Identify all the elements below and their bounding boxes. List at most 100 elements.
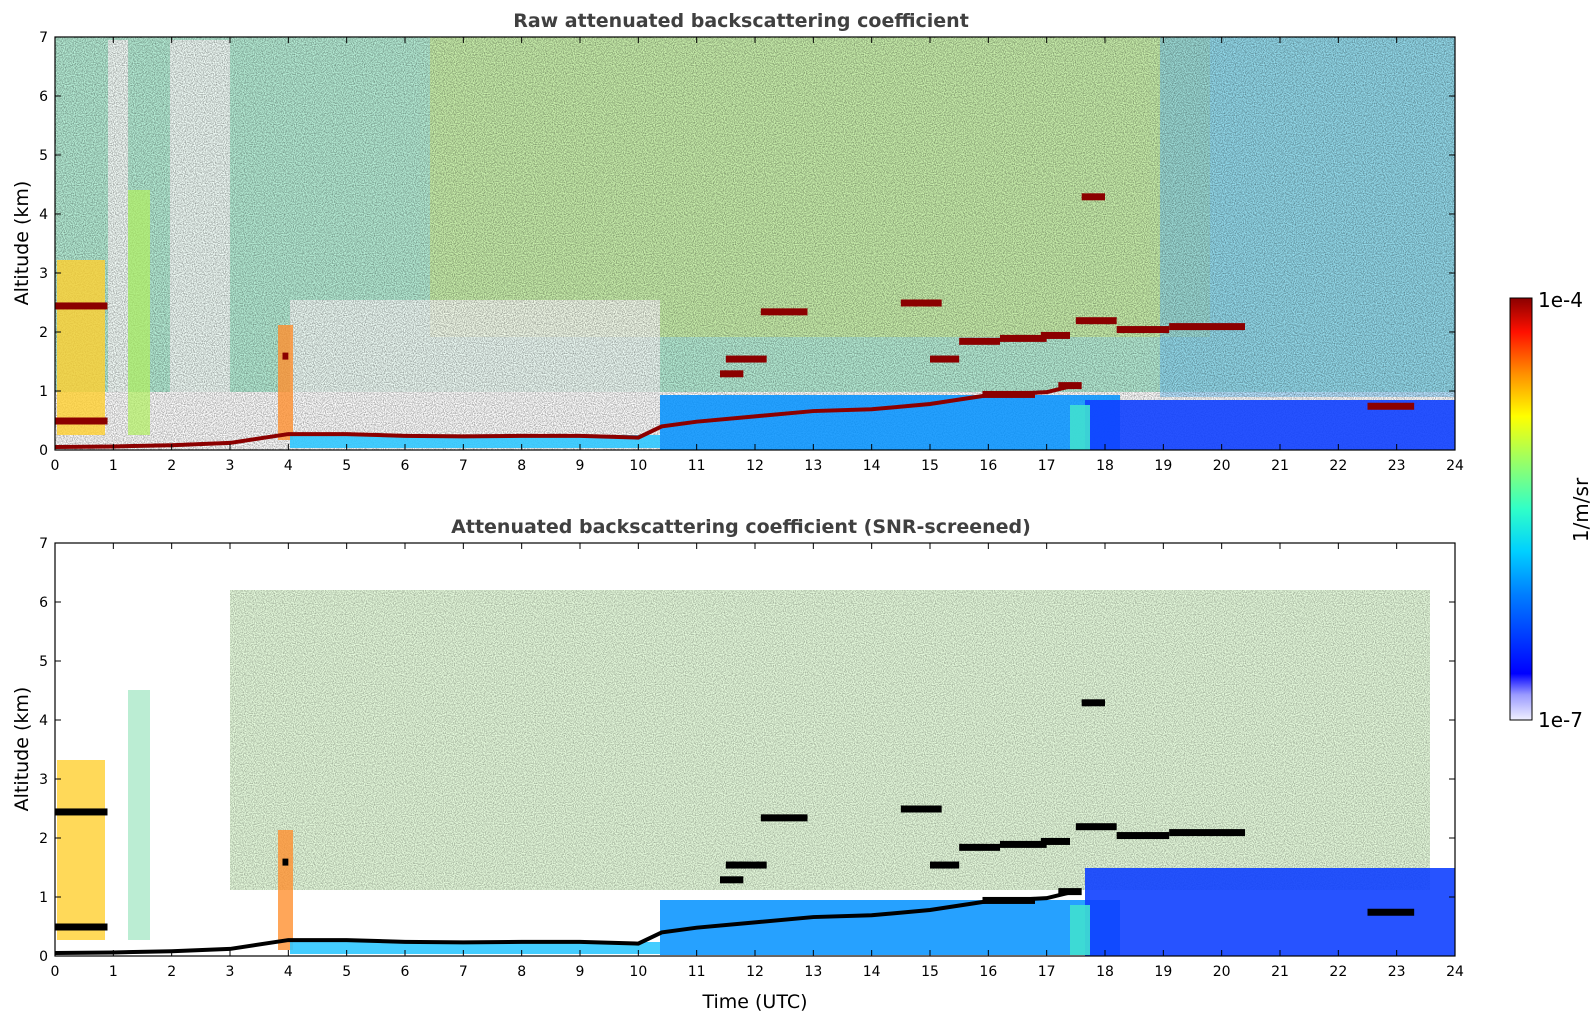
x-tick-label: 2 xyxy=(167,458,176,474)
x-tick-label: 12 xyxy=(746,458,764,474)
cloud-layer-segment xyxy=(930,861,960,869)
cloud-layer-segment xyxy=(959,337,1000,345)
x-axis-label: Time (UTC) xyxy=(701,991,807,1013)
colorbar-min-label: 1e-7 xyxy=(1538,708,1583,732)
heatmap-raw-noise xyxy=(55,37,1455,450)
x-tick-label: 9 xyxy=(576,964,585,980)
y-axis-label-raw: Altitude (km) xyxy=(11,181,33,306)
heatmap-screened-warm-3 xyxy=(278,830,293,950)
x-tick-label: 23 xyxy=(1388,964,1406,980)
cloud-layer-segment xyxy=(1367,402,1415,410)
y-ticks-raw: 0 1 2 3 4 5 6 7 xyxy=(39,30,1455,459)
x-tick-label: 21 xyxy=(1271,964,1289,980)
cloud-layer-segment xyxy=(55,417,108,425)
x-tick-label: 5 xyxy=(342,458,351,474)
x-tick-label: 4 xyxy=(284,964,293,980)
heatmap-raw-warm-1 xyxy=(57,260,105,435)
x-tick-label: 19 xyxy=(1154,458,1172,474)
y-tick-label: 0 xyxy=(39,949,48,965)
x-tick-label: 14 xyxy=(863,458,881,474)
cloud-layer-segment xyxy=(959,843,1000,851)
heatmap-raw-warm-2 xyxy=(128,190,150,435)
cloud-layer-segment xyxy=(55,302,108,310)
x-tick-label: 10 xyxy=(629,458,647,474)
cloud-layer-segment xyxy=(282,352,289,360)
y-tick-label: 6 xyxy=(39,595,48,611)
y-ticks-screened: 0 1 2 3 4 5 6 7 xyxy=(39,536,1455,965)
y-tick-label: 4 xyxy=(39,713,48,729)
heatmap-screened-noise xyxy=(230,590,1430,890)
cloud-layer-segment xyxy=(760,814,808,822)
cloud-layer-segment xyxy=(982,390,1035,398)
x-tick-label: 6 xyxy=(401,458,410,474)
y-tick-label: 7 xyxy=(39,30,48,46)
x-tick-label: 7 xyxy=(459,964,468,980)
x-tick-label: 22 xyxy=(1329,458,1347,474)
cloud-layer-segment xyxy=(900,299,942,307)
x-tick-label: 16 xyxy=(979,964,997,980)
cloud-layer-segment xyxy=(1058,382,1082,390)
cloud-layer-segment xyxy=(1058,888,1082,896)
x-tick-label: 18 xyxy=(1096,964,1114,980)
y-tick-label: 7 xyxy=(39,536,48,552)
cloud-layer-segment xyxy=(1169,323,1245,331)
x-tick-label: 15 xyxy=(921,964,939,980)
x-tick-label: 18 xyxy=(1096,458,1114,474)
cloud-layer-segment xyxy=(1075,317,1117,325)
cloud-layer-segment xyxy=(1169,829,1245,837)
boundary-layer-line xyxy=(54,383,1077,450)
cloud-layer-segment xyxy=(1040,331,1070,339)
x-tick-label: 3 xyxy=(226,458,235,474)
heatmap-raw xyxy=(54,37,1455,450)
cloud-layer-segment xyxy=(282,858,289,866)
x-tick-label: 23 xyxy=(1388,458,1406,474)
heatmap-raw-low-1 xyxy=(290,435,660,448)
y-tick-label: 5 xyxy=(39,148,48,164)
x-ticks-screened: 0 1 2 3 4 5 6 7 8 9 10 11 12 13 14 15 16 17 18 19 20 21 22 23 24 xyxy=(51,543,1464,980)
panel-screened-title: Attenuated backscattering coefficient (S… xyxy=(451,516,1031,538)
cloud-layer-segment xyxy=(1367,908,1415,916)
x-tick-label: 11 xyxy=(688,458,706,474)
x-tick-label: 21 xyxy=(1271,458,1289,474)
x-tick-label: 8 xyxy=(517,458,526,474)
colorbar-label: 1/m/sr xyxy=(1569,477,1593,542)
x-tick-label: 9 xyxy=(576,458,585,474)
layers-screened xyxy=(54,699,1415,956)
y-tick-label: 0 xyxy=(39,443,48,459)
cloud-layer-segment xyxy=(1116,832,1170,840)
x-tick-label: 24 xyxy=(1446,964,1464,980)
x-tick-label: 16 xyxy=(979,458,997,474)
heatmap-raw-blue-1 xyxy=(660,395,1120,450)
heatmap-screened-blue-3 xyxy=(1070,905,1090,955)
cloud-layer-segment xyxy=(900,805,942,813)
colorbar-gradient xyxy=(1509,297,1533,721)
cloud-layer-segment xyxy=(982,896,1035,904)
x-tick-label: 11 xyxy=(688,964,706,980)
y-tick-label: 1 xyxy=(39,890,48,906)
y-tick-label: 2 xyxy=(39,325,48,341)
cloud-layer-segment xyxy=(760,308,808,316)
x-tick-label: 10 xyxy=(629,964,647,980)
layers-raw xyxy=(54,193,1415,450)
cloud-layer-segment xyxy=(720,876,744,884)
x-ticks-raw: 0 1 2 3 4 5 6 7 8 9 10 11 12 13 14 15 16 17 18 19 20 21 22 23 24 xyxy=(51,37,1464,474)
boundary-layer-line xyxy=(54,889,1077,956)
x-tick-label: 1 xyxy=(109,458,118,474)
panel-raw: Raw attenuated backscattering coefficien… xyxy=(11,10,1464,474)
cloud-layer-segment xyxy=(930,355,960,363)
cloud-layer-segment xyxy=(1116,326,1170,334)
cloud-layer-segment xyxy=(1075,823,1117,831)
colorbar: 1e-4 1e-7 1/m/sr xyxy=(1509,288,1593,732)
cloud-layer-segment xyxy=(55,923,108,931)
heatmap-screened-blue-1 xyxy=(660,900,1120,955)
x-tick-label: 6 xyxy=(401,964,410,980)
heatmap-screened xyxy=(54,543,1455,956)
cloud-layer-segment xyxy=(1000,840,1047,848)
cloud-layer-segment xyxy=(55,808,108,816)
x-tick-label: 17 xyxy=(1038,458,1056,474)
y-tick-label: 4 xyxy=(39,207,48,223)
y-tick-label: 3 xyxy=(39,772,48,788)
y-tick-label: 1 xyxy=(39,384,48,400)
heatmap-screened-warm-2 xyxy=(128,690,150,940)
